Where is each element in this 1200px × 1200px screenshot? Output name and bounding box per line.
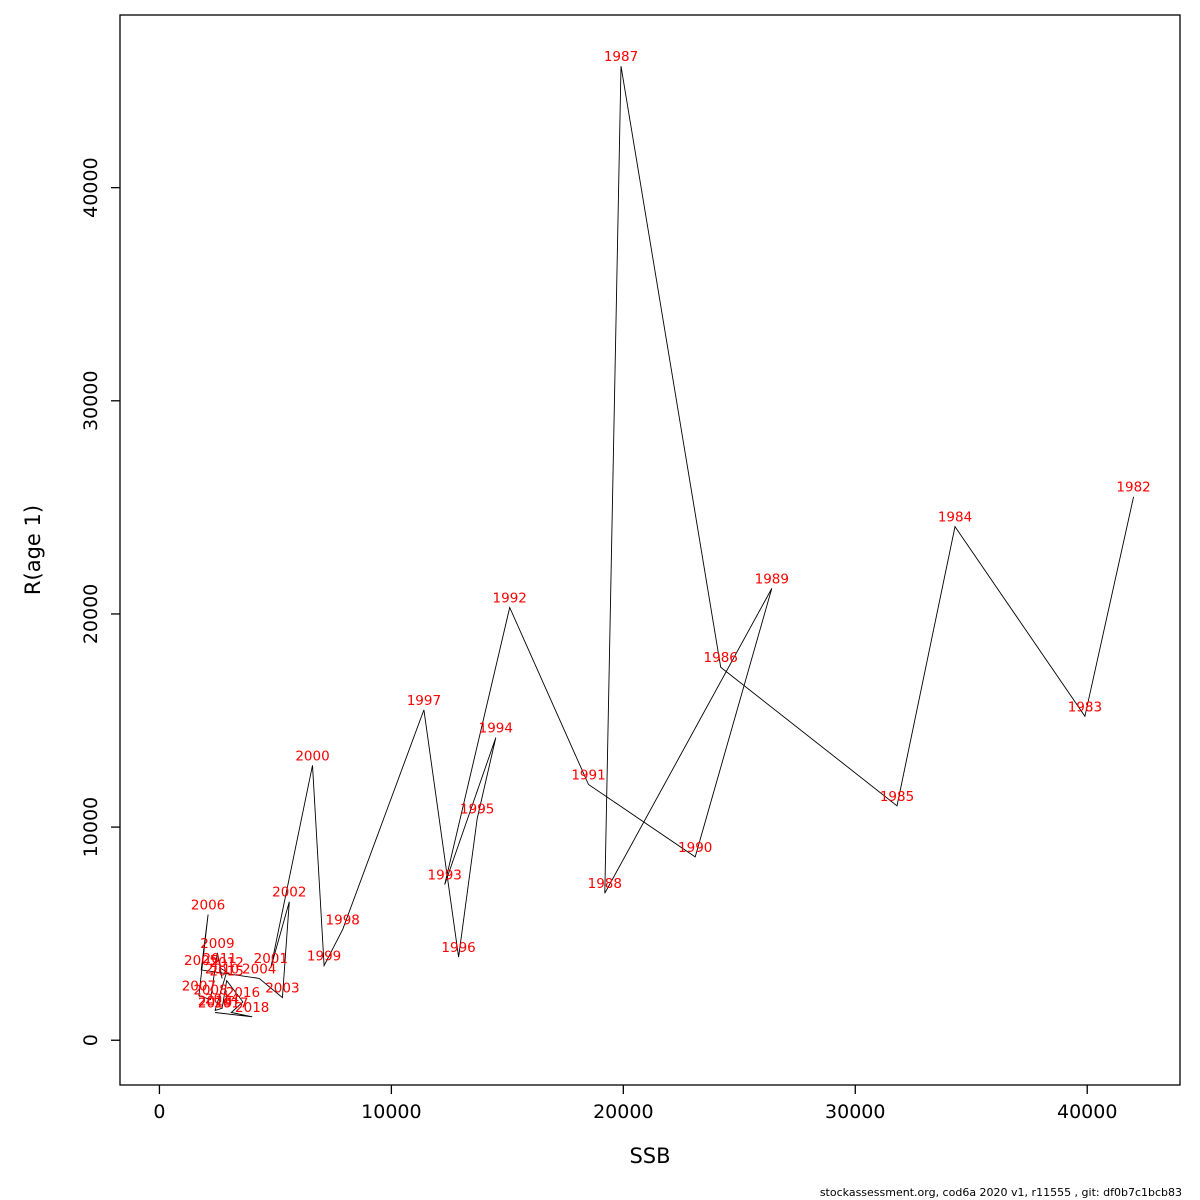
year-point-label: 2012 [210,955,244,971]
year-point-label: 1994 [479,721,513,737]
year-point-label: 1997 [407,693,441,709]
y-tick-label: 40000 [80,157,102,217]
y-tick-label: 0 [80,1034,102,1046]
year-point-label: 1986 [704,650,738,666]
y-axis-title: R(age 1) [21,505,45,595]
year-point-label: 1988 [588,876,622,892]
year-point-label: 2013 [198,993,232,1009]
year-point-label: 2016 [226,985,260,1001]
year-point-label: 1984 [938,510,972,526]
x-tick-label: 30000 [825,1101,885,1123]
y-tick-label: 20000 [80,584,102,644]
year-point-label: 1993 [428,868,462,884]
plot-border [119,14,1181,1086]
year-point-label: 2019 [198,996,232,1012]
year-point-label: 2011 [203,951,237,967]
year-point-label: 1998 [326,912,360,928]
year-point-label: 2006 [191,898,225,914]
year-point-label: 2003 [265,981,299,997]
year-point-label: 2001 [254,951,288,967]
year-point-label: 2008 [193,983,227,999]
year-point-label: 2014 [205,991,239,1007]
year-point-label: 2000 [295,748,329,764]
data-series: 1982 1983 1984 1985 1986 1987 1988 1989 1990 1991… [182,49,1151,1018]
year-point-label: 2005 [184,953,218,969]
year-point-label: 2018 [235,1000,269,1016]
year-point-label: 2009 [200,936,234,952]
y-tick-label: 10000 [80,797,102,857]
year-point-label: 1996 [441,940,475,956]
year-point-label: 1989 [755,571,789,587]
year-point-label: 1985 [880,789,914,805]
year-point-label: 2017 [214,996,248,1012]
x-tick-label: 0 [153,1101,165,1123]
year-point-label: 2004 [242,961,276,977]
year-point-label: 2002 [272,885,306,901]
x-axis-title: SSB [629,1144,670,1168]
year-point-label: 1990 [678,840,712,856]
year-point-label: 1991 [571,768,605,784]
year-point-label: 2007 [182,979,216,995]
recruitment-line [198,66,1135,1018]
year-point-label: 2015 [210,964,244,980]
footer-attribution: stockassessment.org, cod6a 2020 v1, r115… [820,1186,1182,1199]
year-point-label: 1992 [493,591,527,607]
y-tick-label: 30000 [80,371,102,431]
x-tick-label: 10000 [361,1101,421,1123]
year-point-label: 1982 [1116,480,1150,496]
axis-ticks: 0 10000 20000 30000 40000 0 10000 20000 30000 400… [80,157,1117,1123]
year-point-label: 1987 [604,49,638,65]
year-point-label: 2010 [205,961,239,977]
x-tick-label: 40000 [1057,1101,1117,1123]
year-point-label: 1995 [460,802,494,818]
year-point-label: 1999 [307,949,341,965]
x-tick-label: 20000 [593,1101,653,1123]
year-point-label: 1983 [1068,699,1102,715]
